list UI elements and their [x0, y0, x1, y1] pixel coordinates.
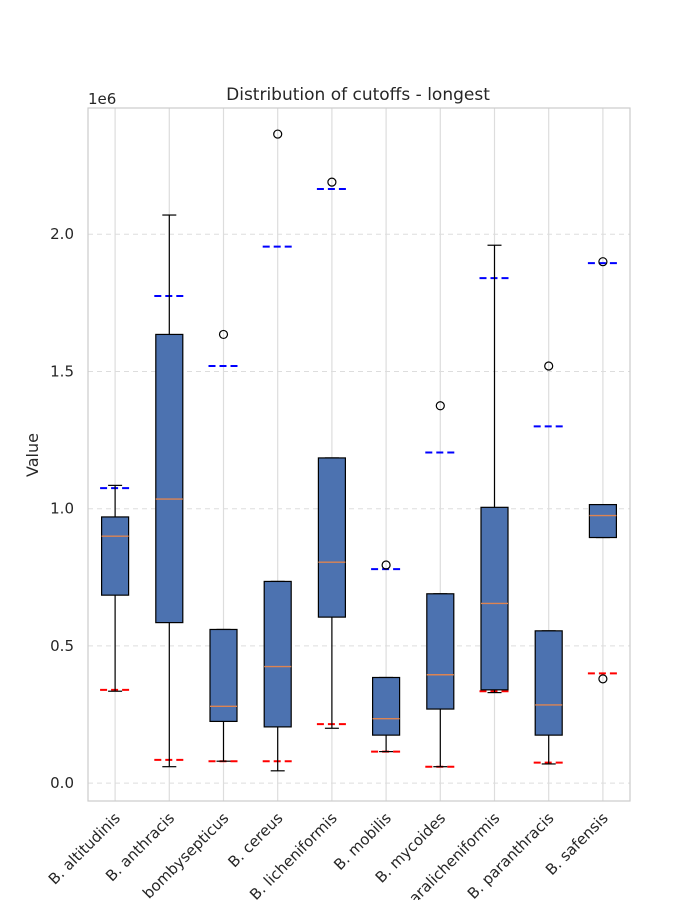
y-tick-label: 1.5 — [50, 362, 74, 380]
box-body — [480, 506, 509, 691]
y-tick-label: 2.0 — [50, 225, 74, 243]
box-body — [372, 676, 401, 736]
box-4 — [263, 129, 292, 772]
outlier-point — [544, 361, 554, 371]
box-6 — [372, 560, 401, 753]
box-body — [588, 503, 618, 539]
box-1 — [100, 484, 130, 692]
box-body — [426, 593, 455, 710]
box-3 — [209, 329, 238, 762]
box-2 — [155, 214, 184, 768]
outlier-point — [273, 129, 283, 139]
plot-frame — [87, 107, 631, 802]
box-9 — [534, 361, 563, 765]
outlier-point — [381, 560, 391, 570]
y-tick-label: 1.0 — [50, 500, 74, 518]
box-body — [534, 630, 563, 736]
outlier-point — [598, 257, 608, 267]
box-body — [155, 333, 184, 624]
y-tick-label: 0.5 — [50, 637, 74, 655]
y-ticks-layer: 0.0 0.5 1.0 1.5 2.0 — [50, 225, 74, 792]
outlier-point — [598, 674, 608, 684]
y-tick-label: 0.0 — [50, 774, 74, 792]
box-10 — [588, 257, 618, 684]
box-5 — [317, 177, 346, 729]
y-axis-scale-label: 1e6 — [88, 90, 116, 108]
outlier-point — [218, 329, 229, 340]
boxes-layer — [100, 129, 618, 772]
box-8 — [480, 244, 509, 694]
box-7 — [426, 401, 455, 768]
y-axis-label: Value — [23, 433, 42, 477]
outlier-point — [327, 177, 337, 187]
box-body — [317, 457, 346, 618]
chart-title: Distribution of cutoffs - longest — [226, 85, 490, 105]
outlier-point — [435, 401, 445, 411]
box-body — [100, 516, 130, 596]
box-body — [209, 628, 238, 723]
box-body — [263, 580, 292, 728]
